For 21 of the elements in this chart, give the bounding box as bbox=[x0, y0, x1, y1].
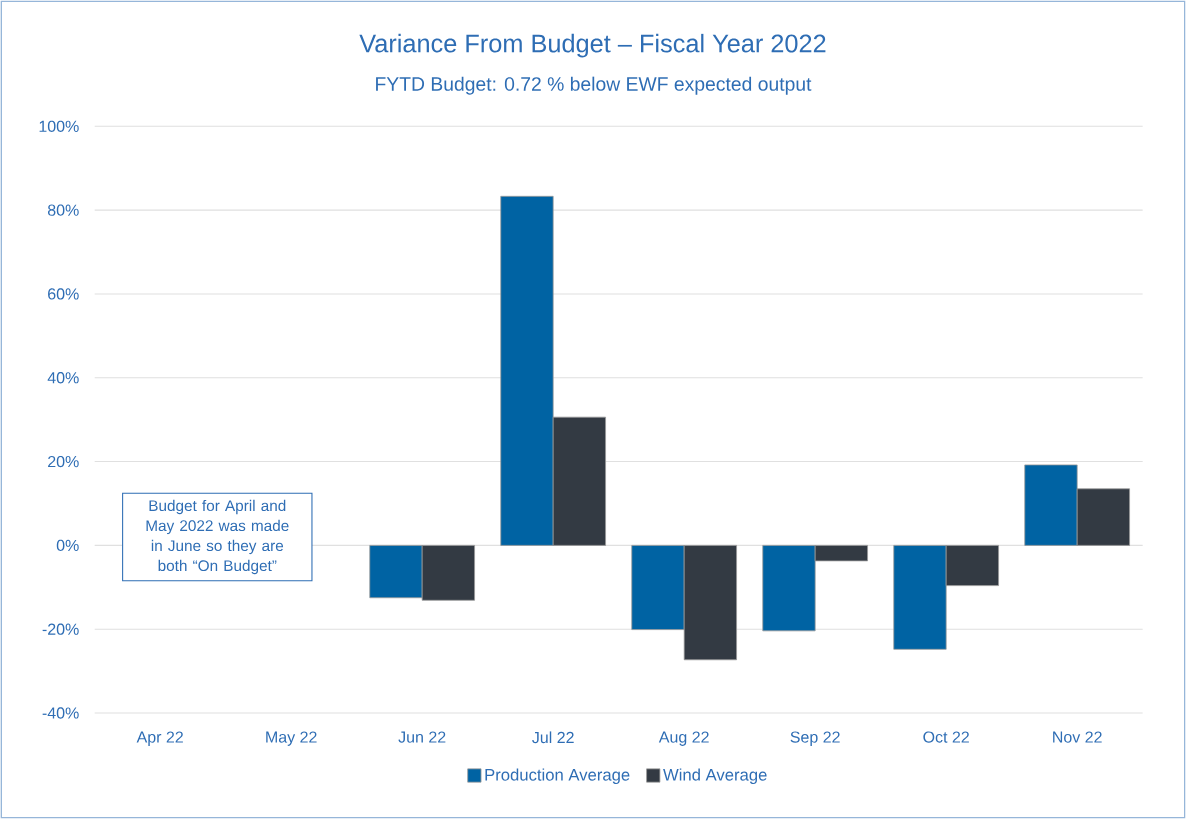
annotation: Budget for April and May 2022 was made in June so they are both “On Budget” bbox=[146, 499, 289, 575]
chart-title: Variance From Budget – Fiscal Year 2022 bbox=[359, 33, 826, 58]
x-tick-label: Nov 22 bbox=[1053, 731, 1102, 743]
x-tick-label: Aug 22 bbox=[658, 731, 709, 746]
legend-label: Wind Average bbox=[663, 768, 767, 784]
x-tick-label: Jun 22 bbox=[398, 731, 446, 743]
y-tick-label: 100% bbox=[39, 120, 79, 132]
y-tick-label: -40% bbox=[42, 707, 79, 719]
y-tick-label: -20% bbox=[42, 623, 79, 635]
y-tick-label: 80% bbox=[47, 204, 79, 216]
y-tick-label: 20% bbox=[48, 455, 79, 468]
x-tick-label: Sep 22 bbox=[790, 731, 840, 746]
y-tick-label: 60% bbox=[48, 288, 79, 300]
x-tick-label: Apr 22 bbox=[136, 731, 183, 746]
y-tick-label: 0% bbox=[56, 539, 79, 552]
legend-label: Production Average bbox=[485, 768, 630, 784]
x-tick-label: May 22 bbox=[266, 731, 317, 746]
y-tick-label: 40% bbox=[47, 372, 79, 384]
x-tick-label: Jul 22 bbox=[532, 731, 574, 744]
chart-subtitle: FYTD Budget: 0.72 % below EWF expected output bbox=[376, 76, 812, 95]
x-tick-label: Oct 22 bbox=[923, 731, 969, 743]
